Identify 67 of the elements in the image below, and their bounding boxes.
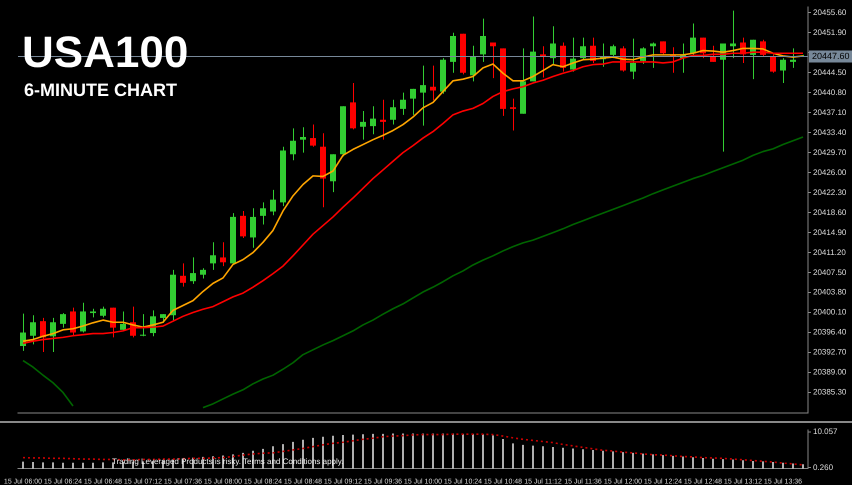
candlestick (100, 306, 106, 318)
candlestick (190, 256, 196, 284)
candlestick (780, 58, 786, 84)
candlestick (220, 242, 226, 267)
y-tick-label: 20422.30 (813, 188, 847, 197)
candlestick (730, 10, 736, 59)
y-tick-label: 10.057 (813, 426, 838, 436)
candlestick (240, 210, 246, 238)
candlestick (650, 42, 656, 68)
candlestick (610, 44, 616, 59)
y-tick-label: 0.260 (813, 462, 834, 472)
ref-line-label: 20447.60 (812, 50, 850, 61)
y-tick-label: 20392.70 (813, 348, 847, 357)
y-tick-label: 20433.40 (813, 128, 847, 137)
candlestick (80, 302, 86, 334)
candlestick (510, 98, 516, 131)
candlestick (420, 65, 426, 126)
candlestick (370, 106, 376, 135)
candlestick (390, 99, 396, 126)
candlestick (260, 202, 266, 225)
candlestick (790, 48, 796, 68)
candlestick (180, 262, 186, 288)
candlestick (660, 40, 666, 56)
candlestick (30, 314, 36, 345)
y-tick-label: 20444.50 (813, 68, 847, 77)
y-tick-label: 20418.60 (813, 208, 847, 217)
y-tick-label: 20455.60 (813, 8, 847, 17)
y-tick-label: 20389.00 (813, 368, 847, 377)
line-series (22, 433, 804, 466)
candlestick (430, 65, 436, 101)
candlestick (300, 126, 306, 154)
candlestick (110, 307, 116, 338)
y-tick-label: 20437.10 (813, 108, 847, 117)
text: 6-MINUTE CHART (24, 80, 177, 101)
candlestick (400, 92, 406, 116)
candlestick (290, 128, 296, 161)
y-tick-label: 20407.50 (813, 268, 847, 277)
candlestick (250, 208, 256, 248)
y-tick-label: 20451.90 (813, 28, 847, 37)
y-tick-label: 20426.00 (813, 168, 847, 177)
candlestick (480, 18, 486, 62)
candlestick (690, 23, 696, 56)
candlestick (270, 189, 276, 216)
y-tick-label: 20411.20 (813, 248, 846, 257)
y-tick-label: 20440.80 (813, 88, 847, 97)
y-tick-label: 20396.40 (813, 328, 847, 337)
candlestick (210, 242, 216, 270)
candlestick (70, 307, 76, 337)
candlestick (360, 110, 366, 140)
y-tick-label: 20400.10 (813, 308, 847, 317)
candlestick (60, 312, 66, 328)
candlestick (140, 314, 146, 337)
candlestick (410, 88, 416, 116)
candlestick (630, 38, 636, 80)
candlestick (470, 45, 476, 82)
candlestick (490, 42, 496, 79)
y-tick-label: 20429.70 (813, 148, 847, 157)
y-tick-label: 20403.80 (813, 288, 847, 297)
candlestick (200, 268, 206, 279)
candlestick (550, 26, 556, 66)
y-tick-label: 20385.30 (813, 388, 847, 397)
candlestick (580, 37, 586, 60)
candlestick (380, 99, 386, 140)
candlestick (770, 54, 776, 74)
y-tick-label: 20414.90 (813, 228, 847, 237)
candlestick (310, 124, 316, 148)
candlestick (120, 310, 126, 330)
